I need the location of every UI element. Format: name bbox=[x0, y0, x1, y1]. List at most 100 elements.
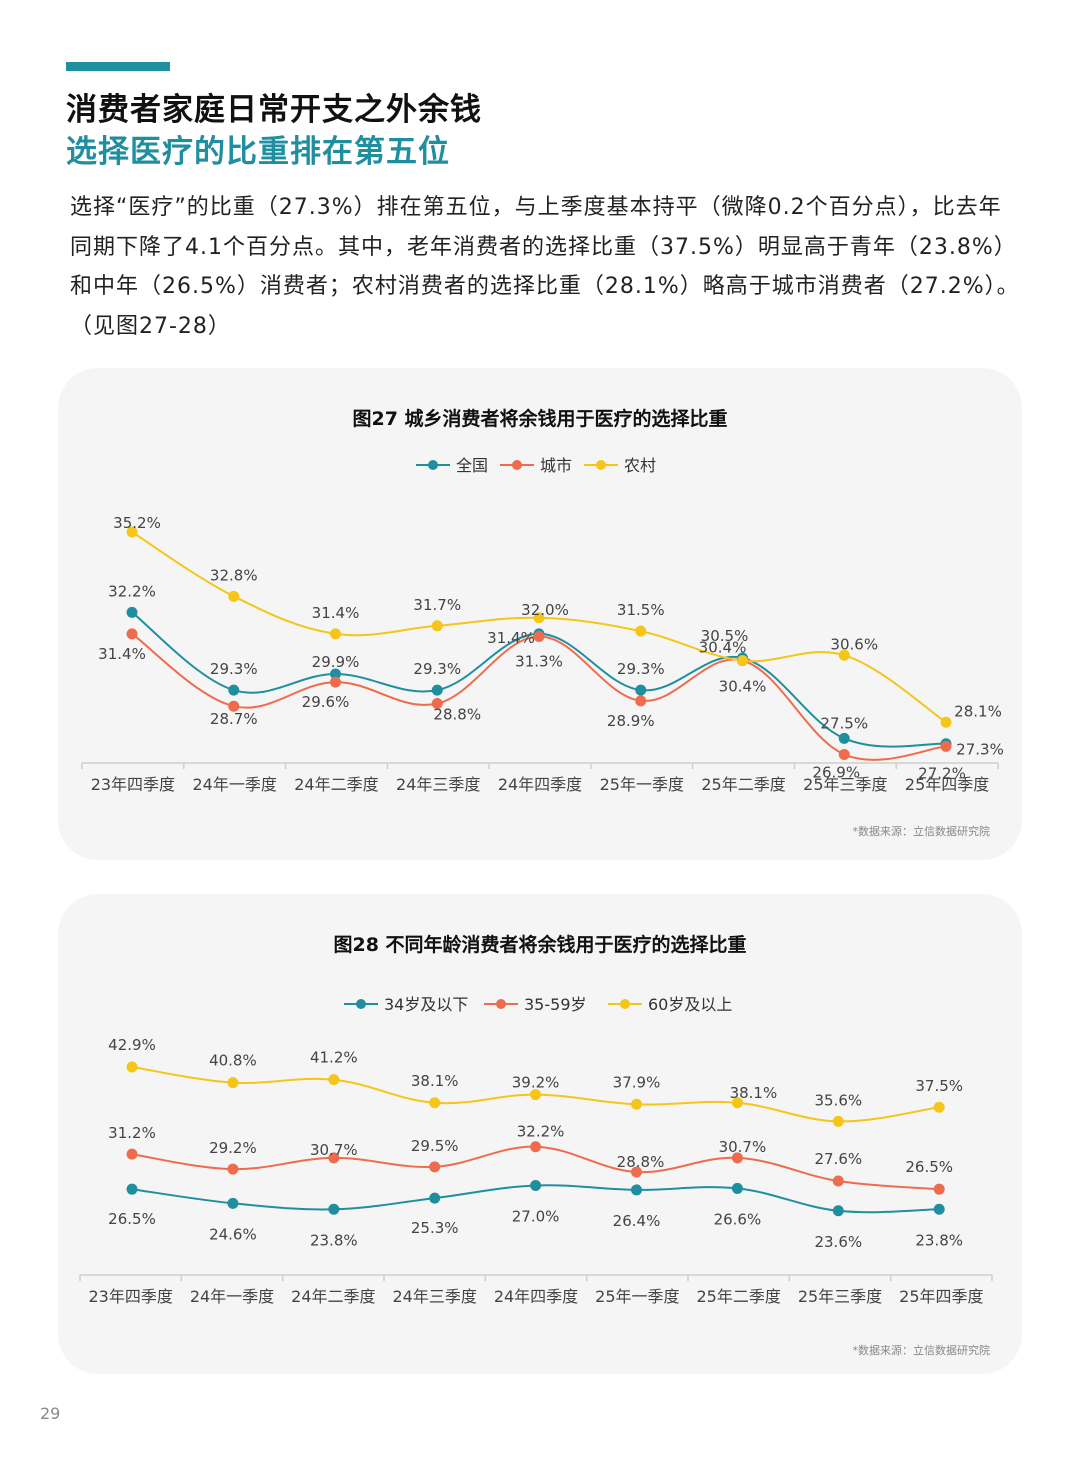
chart28-x-tick-label: 25年三季度 bbox=[798, 1287, 882, 1306]
chart27-data-point bbox=[635, 695, 647, 707]
chart28-data-label: 39.2% bbox=[512, 1074, 560, 1092]
chart28-x-tick-label: 24年四季度 bbox=[494, 1287, 578, 1306]
page-number: 29 bbox=[40, 1404, 61, 1423]
chart27-data-point bbox=[330, 628, 341, 640]
chart27-data-label: 32.0% bbox=[521, 601, 569, 619]
chart27-data-point bbox=[126, 628, 138, 640]
chart27-series-line-2 bbox=[131, 531, 947, 724]
chart27-x-tick-label: 24年三季度 bbox=[396, 775, 480, 794]
chart28-x-tick-label: 25年二季度 bbox=[696, 1287, 780, 1306]
chart28-data-point bbox=[530, 1141, 542, 1153]
chart27-data-label: 27.3% bbox=[956, 741, 1004, 759]
chart27-data-point bbox=[228, 700, 240, 712]
chart28-data-point bbox=[429, 1192, 441, 1204]
chart28-data-label: 32.2% bbox=[517, 1123, 565, 1141]
chart28-data-label: 23.6% bbox=[814, 1233, 862, 1251]
chart27-data-point bbox=[431, 684, 443, 696]
chart28-data-point bbox=[631, 1166, 642, 1178]
chart28-data-label: 27.6% bbox=[814, 1150, 862, 1168]
chart28-data-label: 30.7% bbox=[719, 1138, 767, 1156]
chart27-data-label: 29.6% bbox=[302, 693, 350, 711]
chart27-legend-marker-2 bbox=[596, 460, 606, 470]
chart28-legend-marker-0 bbox=[356, 999, 366, 1009]
chart27-data-point bbox=[940, 740, 952, 752]
chart28-data-label: 26.5% bbox=[905, 1158, 953, 1176]
chart28-data-point bbox=[832, 1175, 844, 1187]
chart27-data-label: 31.4% bbox=[487, 629, 535, 647]
chart27-data-label: 26.9% bbox=[812, 763, 860, 781]
chart28-legend-label-2: 60岁及以上 bbox=[648, 995, 732, 1014]
chart27-source: *数据来源：立信数据研究院 bbox=[853, 824, 991, 838]
accent-bar bbox=[66, 62, 170, 71]
chart27-legend-marker-0 bbox=[428, 460, 438, 470]
chart28-x-tick-label: 25年四季度 bbox=[899, 1287, 983, 1306]
body-paragraph: 选择“医疗”的比重（27.3%）排在第五位，与上季度基本持平（微降0.2个百分点… bbox=[70, 195, 1020, 339]
chart27-data-point bbox=[330, 676, 341, 688]
chart27-data-point bbox=[940, 716, 952, 728]
chart27-data-point bbox=[838, 732, 850, 744]
chart27-data-point bbox=[838, 649, 850, 661]
chart27-data-label: 28.8% bbox=[433, 706, 481, 724]
chart28-data-point bbox=[530, 1089, 542, 1101]
chart27-data-point bbox=[228, 684, 240, 696]
chart27-data-label: 30.5% bbox=[701, 627, 749, 645]
chart27-data-label: 31.3% bbox=[515, 653, 563, 671]
chart27-x-tick-label: 23年四季度 bbox=[91, 775, 175, 794]
chart28-x-tick-label: 24年三季度 bbox=[392, 1287, 476, 1306]
chart28-data-point bbox=[227, 1197, 239, 1209]
chart28-data-label: 24.6% bbox=[209, 1225, 257, 1243]
chart27-data-point bbox=[126, 606, 138, 618]
chart28-data-label: 26.5% bbox=[108, 1210, 156, 1228]
chart28-data-label: 31.2% bbox=[108, 1124, 156, 1142]
chart27-data-label: 32.8% bbox=[210, 566, 258, 584]
chart28-data-point bbox=[530, 1179, 542, 1191]
chart27-data-point bbox=[838, 748, 850, 760]
chart27-data-label: 27.5% bbox=[820, 714, 868, 732]
chart27-data-label: 30.4% bbox=[719, 678, 767, 696]
chart28-data-label: 29.5% bbox=[411, 1137, 459, 1155]
chart28-data-label: 30.7% bbox=[310, 1141, 358, 1159]
chart28-legend-marker-2 bbox=[620, 999, 630, 1009]
chart28-x-tick-label: 24年一季度 bbox=[190, 1287, 274, 1306]
chart27-data-label: 27.2% bbox=[918, 764, 966, 782]
chart27-x-tick-label: 25年二季度 bbox=[701, 775, 785, 794]
chart27-data-point bbox=[431, 698, 443, 710]
chart27-data-label: 30.6% bbox=[830, 635, 878, 653]
chart28-data-label: 37.5% bbox=[915, 1077, 963, 1095]
chart28-data-label: 23.8% bbox=[915, 1231, 963, 1249]
chart-card-28 bbox=[58, 894, 1022, 1374]
chart27-data-label: 31.7% bbox=[413, 596, 461, 614]
chart28-legend-label-1: 35-59岁 bbox=[524, 995, 587, 1014]
chart28-data-point bbox=[933, 1101, 945, 1113]
chart28-data-label: 37.9% bbox=[613, 1073, 661, 1091]
chart27-x-tick-label: 24年二季度 bbox=[294, 775, 378, 794]
chart28-data-point bbox=[731, 1152, 743, 1164]
chart27-legend-marker-1 bbox=[512, 460, 522, 470]
chart28-data-label: 35.6% bbox=[814, 1091, 862, 1109]
chart28-legend-marker-1 bbox=[496, 999, 506, 1009]
page-title-line1: 消费者家庭日常开支之外余钱 bbox=[66, 92, 482, 128]
chart28-data-label: 26.6% bbox=[714, 1210, 762, 1228]
chart28-data-point bbox=[832, 1205, 844, 1217]
chart27-legend-label-0: 全国 bbox=[456, 456, 488, 475]
chart28-data-point bbox=[227, 1077, 239, 1089]
chart27-data-point bbox=[431, 620, 443, 632]
chart28-title: 图28 不同年龄消费者将余钱用于医疗的选择比重 bbox=[333, 933, 746, 956]
chart27-x-tick-label: 24年四季度 bbox=[498, 775, 582, 794]
chart27-data-point bbox=[635, 625, 647, 637]
chart27-x-tick-label: 25年一季度 bbox=[600, 775, 684, 794]
chart27-data-label: 30.4% bbox=[699, 639, 747, 657]
chart27-data-label: 35.2% bbox=[113, 514, 161, 532]
chart28-data-label: 41.2% bbox=[310, 1049, 358, 1067]
chart27-data-label: 31.4% bbox=[312, 604, 360, 622]
chart27-x-tick-label: 25年四季度 bbox=[905, 775, 989, 794]
chart27-data-label: 28.1% bbox=[954, 702, 1002, 720]
chart28-data-label: 28.8% bbox=[617, 1153, 665, 1171]
chart28-data-label: 29.2% bbox=[209, 1139, 257, 1157]
chart28-x-tick-label: 23年四季度 bbox=[88, 1287, 172, 1306]
chart27-data-label: 31.4% bbox=[98, 645, 146, 663]
chart27-data-label: 32.2% bbox=[108, 582, 156, 600]
chart28-data-point bbox=[631, 1184, 642, 1196]
chart28-data-point bbox=[933, 1203, 945, 1215]
